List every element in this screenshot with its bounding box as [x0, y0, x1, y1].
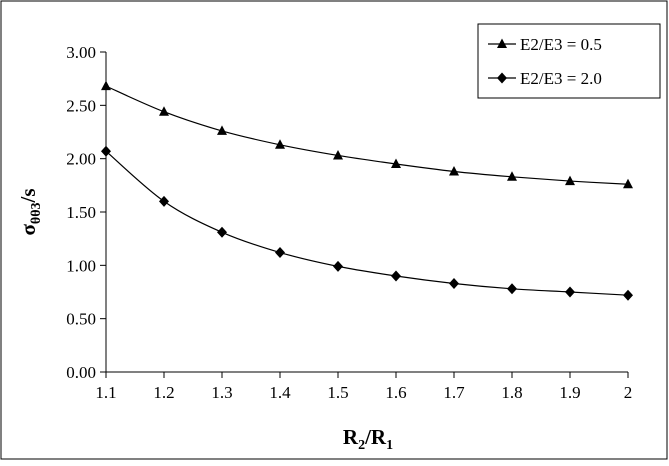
legend-box: [477, 23, 661, 99]
axes: 0.00 0.50 1.00 1.50 2.00 2.50 3.00 1.1 1.2 1.3 1.4…: [66, 43, 632, 402]
x-axis-title-main: R: [343, 425, 359, 449]
legend-label: E2/E3 = 0.5: [520, 35, 602, 54]
y-tick-label: 3.00: [66, 43, 96, 62]
legend-marker-triangle: [497, 38, 507, 48]
data-point-diamond: [217, 226, 227, 238]
legend: E2/E3 = 0.5 E2/E3 = 2.0: [477, 23, 661, 99]
series-2: [101, 145, 633, 301]
data-point-diamond: [565, 286, 575, 298]
x-tick-label: 1.4: [269, 383, 291, 402]
y-axis-title-tail: /s: [16, 188, 40, 203]
data-point-diamond: [507, 283, 517, 295]
series-layer: [101, 80, 633, 301]
y-tick-label: 2.00: [66, 150, 96, 169]
y-tick-label: 0.00: [66, 363, 96, 382]
x-tick-label: 2: [624, 383, 633, 402]
series-line: [105, 150, 629, 296]
x-tick-label: 1.1: [95, 383, 116, 402]
y-tick-label: 1.50: [66, 203, 96, 222]
data-point-triangle: [565, 175, 575, 186]
data-point-diamond: [159, 195, 169, 207]
y-tick-label: 2.50: [66, 96, 96, 115]
x-tick-label: 1.2: [153, 383, 174, 402]
data-point-diamond: [623, 289, 633, 301]
data-point-diamond: [449, 277, 459, 289]
legend-marker-diamond: [497, 72, 507, 84]
data-point-triangle: [275, 139, 285, 149]
data-point-triangle: [391, 158, 401, 168]
data-point-triangle: [507, 171, 517, 181]
y-axis-title: σθθ3/s: [16, 188, 44, 235]
x-axis-title-sub1: 2: [358, 438, 365, 453]
y-tick-label: 1.00: [66, 256, 96, 275]
x-axis-title-mid: /R: [364, 425, 387, 449]
series-1: [101, 80, 633, 189]
data-point-diamond: [101, 145, 111, 157]
x-tick-label: 1.7: [443, 383, 465, 402]
x-axis-title-sub2: 1: [386, 438, 393, 453]
data-point-diamond: [391, 270, 401, 282]
data-point-triangle: [217, 125, 227, 135]
x-axis-title: R2/R1: [343, 425, 393, 453]
series-line: [105, 85, 629, 185]
data-point-triangle: [101, 80, 111, 91]
data-point-triangle: [333, 149, 343, 160]
x-tick-label: 1.3: [211, 383, 232, 402]
x-tick-label: 1.9: [559, 383, 580, 402]
data-point-triangle: [159, 106, 169, 116]
y-tick-label: 0.50: [66, 310, 96, 329]
x-tick-label: 1.5: [327, 383, 348, 402]
y-axis-title-main: σ: [16, 224, 40, 236]
x-tick-label: 1.8: [501, 383, 522, 402]
data-point-diamond: [275, 247, 285, 259]
data-point-diamond: [333, 260, 343, 272]
data-point-triangle: [449, 165, 459, 176]
x-tick-label: 1.6: [385, 383, 406, 402]
legend-label: E2/E3 = 2.0: [520, 69, 602, 88]
y-axis-title-sub: θθ3: [29, 202, 44, 224]
data-point-triangle: [623, 178, 633, 189]
